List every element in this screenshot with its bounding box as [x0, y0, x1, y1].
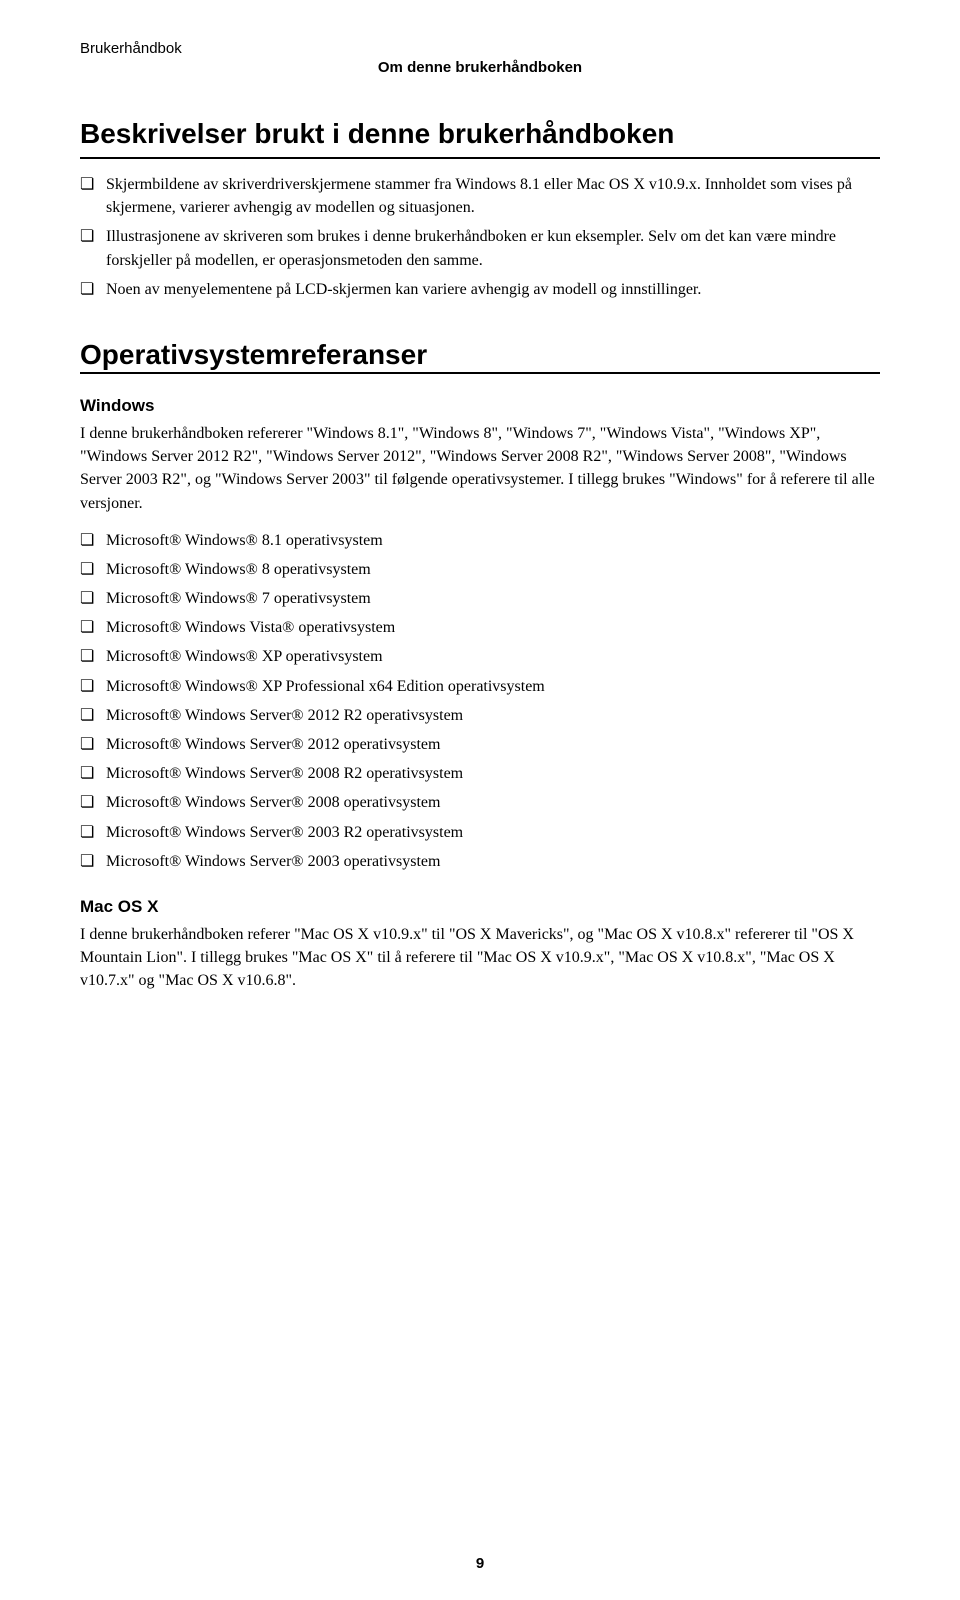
list-item: Microsoft® Windows Server® 2003 R2 opera…	[80, 821, 880, 844]
windows-intro: I denne brukerhåndboken refererer "Windo…	[80, 422, 880, 515]
windows-heading: Windows	[80, 396, 880, 416]
list-item: Microsoft® Windows Server® 2012 operativ…	[80, 733, 880, 756]
document-page: Brukerhåndbok Om denne brukerhåndboken B…	[0, 0, 960, 1600]
page-number: 9	[0, 1555, 960, 1572]
list-item: Illustrasjonene av skriveren som brukes …	[80, 225, 880, 271]
list-item: Microsoft® Windows Server® 2003 operativ…	[80, 850, 880, 873]
running-header-left: Brukerhåndbok	[80, 40, 880, 57]
running-header-center: Om denne brukerhåndboken	[80, 59, 880, 76]
list-item: Microsoft® Windows Server® 2012 R2 opera…	[80, 704, 880, 727]
list-item: Microsoft® Windows® XP operativsystem	[80, 645, 880, 668]
windows-os-list: Microsoft® Windows® 8.1 operativsystem M…	[80, 529, 880, 873]
section-title-os-references: Operativsystemreferanser	[80, 337, 880, 374]
list-item: Skjermbildene av skriverdriverskjermene …	[80, 173, 880, 219]
list-item: Microsoft® Windows Server® 2008 operativ…	[80, 791, 880, 814]
list-item: Microsoft® Windows Vista® operativsystem	[80, 616, 880, 639]
section-title-descriptions: Beskrivelser brukt i denne brukerhåndbok…	[80, 116, 880, 159]
macosx-intro: I denne brukerhåndboken referer "Mac OS …	[80, 923, 880, 993]
macosx-heading: Mac OS X	[80, 897, 880, 917]
list-item: Microsoft® Windows® XP Professional x64 …	[80, 675, 880, 698]
descriptions-list: Skjermbildene av skriverdriverskjermene …	[80, 173, 880, 301]
list-item: Microsoft® Windows® 7 operativsystem	[80, 587, 880, 610]
list-item: Microsoft® Windows Server® 2008 R2 opera…	[80, 762, 880, 785]
list-item: Microsoft® Windows® 8 operativsystem	[80, 558, 880, 581]
list-item: Microsoft® Windows® 8.1 operativsystem	[80, 529, 880, 552]
list-item: Noen av menyelementene på LCD-skjermen k…	[80, 278, 880, 301]
